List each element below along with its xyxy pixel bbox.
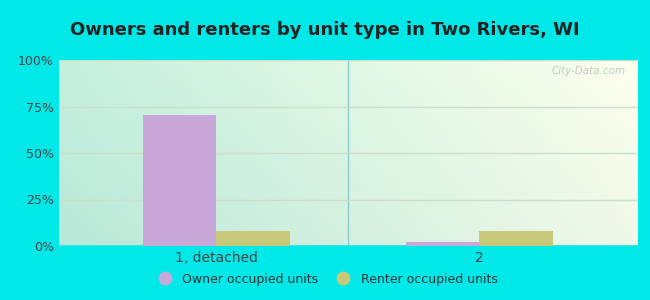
- Text: Owners and renters by unit type in Two Rivers, WI: Owners and renters by unit type in Two R…: [70, 21, 580, 39]
- Legend: Owner occupied units, Renter occupied units: Owner occupied units, Renter occupied un…: [148, 268, 502, 291]
- Bar: [406, 242, 479, 246]
- Bar: [142, 115, 216, 246]
- Text: City-Data.com: City-Data.com: [551, 66, 625, 76]
- Bar: [479, 231, 553, 246]
- Bar: [216, 231, 290, 246]
